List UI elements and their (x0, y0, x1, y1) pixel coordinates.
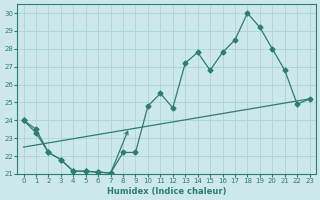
X-axis label: Humidex (Indice chaleur): Humidex (Indice chaleur) (107, 187, 226, 196)
